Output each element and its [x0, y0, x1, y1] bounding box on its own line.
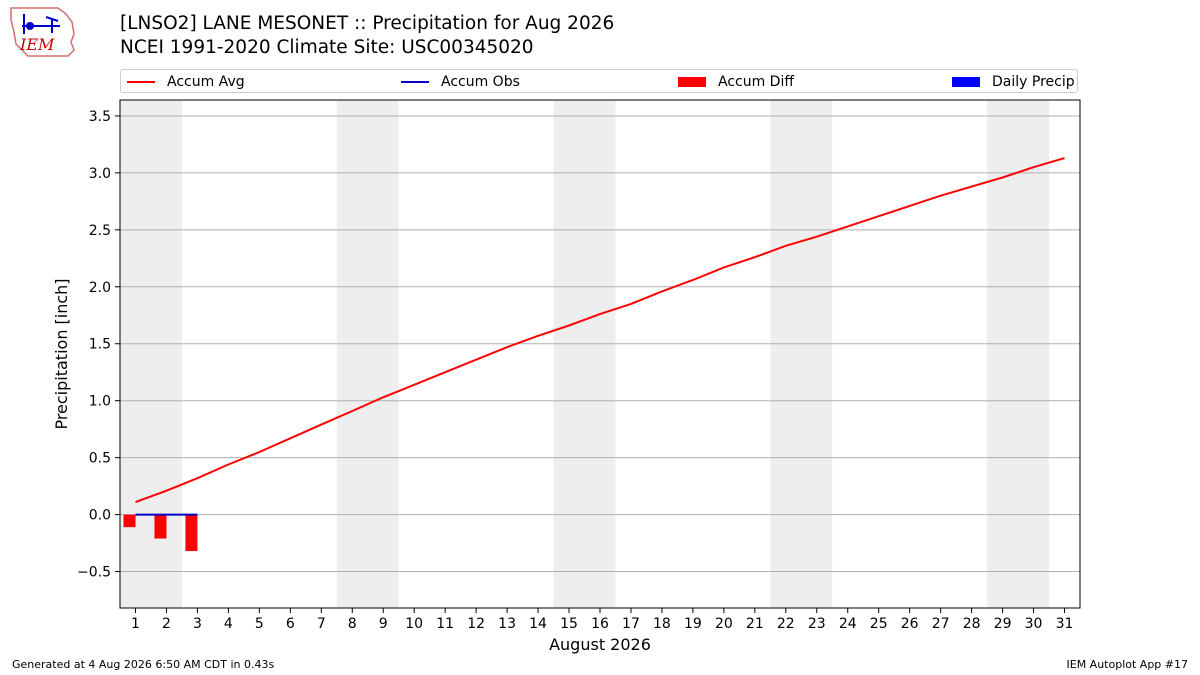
legend-item-accum-diff: Accum Diff [678, 73, 794, 91]
weather-station-icon [22, 14, 60, 34]
x-tick-label: 25 [870, 616, 888, 632]
x-tick-label: 23 [808, 616, 826, 632]
x-tick-label: 6 [286, 616, 295, 632]
y-tick-label: 3.0 [89, 166, 111, 182]
x-tick-label: 10 [405, 616, 423, 632]
x-tick-label: 1 [131, 616, 140, 632]
x-tick-label: 3 [193, 616, 202, 632]
x-tick-label: 30 [1025, 616, 1043, 632]
bar-accum-diff [123, 514, 136, 528]
legend-label: Daily Precip [992, 74, 1075, 90]
legend-swatch [127, 81, 155, 83]
x-tick-label: 8 [348, 616, 357, 632]
x-tick-label: 17 [622, 616, 640, 632]
y-tick-label: 2.0 [89, 280, 111, 296]
legend-swatch [678, 77, 706, 87]
legend: Accum Avg Accum Obs Accum Diff Daily Pre… [120, 69, 1078, 93]
series-line-accum-avg [135, 157, 1065, 504]
chart-subtitle: NCEI 1991-2020 Climate Site: USC00345020 [120, 37, 534, 58]
x-tick-label: 19 [684, 616, 702, 632]
generated-timestamp: Generated at 4 Aug 2026 6:50 AM CDT in 0… [12, 658, 275, 671]
x-tick-label: 20 [715, 616, 733, 632]
x-tick-label: 13 [498, 616, 516, 632]
x-tick-label: 31 [1056, 616, 1074, 632]
x-tick-label: 22 [777, 616, 795, 632]
x-tick-label: 7 [317, 616, 326, 632]
bar-accum-diff [185, 514, 198, 552]
x-tick-label: 15 [560, 616, 578, 632]
weekend-shading [553, 100, 616, 608]
y-tick-label: 1.0 [89, 394, 111, 410]
y-tick-label: 2.5 [89, 223, 111, 239]
legend-item-daily-precip: Daily Precip [952, 73, 1075, 91]
y-tick-label: 0.0 [89, 508, 111, 524]
legend-swatch [401, 81, 429, 83]
y-tick-label: 0.5 [89, 451, 111, 467]
x-tick-label: 14 [529, 616, 547, 632]
bar-accum-diff [154, 514, 167, 539]
x-tick-label: 18 [653, 616, 671, 632]
chart-title: [LNSO2] LANE MESONET :: Precipitation fo… [120, 13, 615, 34]
legend-label: Accum Diff [718, 74, 795, 90]
x-tick-label: 12 [467, 616, 485, 632]
x-tick-label: 28 [963, 616, 981, 632]
legend-label: Accum Avg [167, 74, 245, 90]
x-axis-label: August 2026 [549, 635, 651, 654]
weekend-shading [770, 100, 833, 608]
x-tick-label: 9 [379, 616, 388, 632]
y-tick-label: −0.5 [77, 565, 111, 581]
logo-text: IEM [19, 35, 55, 54]
weekend-shading [987, 100, 1050, 608]
weekend-shading [336, 100, 399, 608]
x-tick-label: 26 [901, 616, 919, 632]
x-tick-label: 24 [839, 616, 857, 632]
x-tick-label: 11 [436, 616, 454, 632]
y-axis-label: Precipitation [inch] [52, 278, 71, 429]
x-tick-label: 21 [746, 616, 764, 632]
y-tick-label: 1.5 [89, 337, 111, 353]
y-tick-label: 3.5 [89, 109, 111, 125]
iem-logo: IEM [10, 7, 75, 57]
x-tick-label: 16 [591, 616, 609, 632]
x-tick-label: 27 [932, 616, 950, 632]
x-tick-label: 2 [162, 616, 171, 632]
legend-item-accum-obs: Accum Obs [401, 73, 520, 91]
legend-label: Accum Obs [441, 74, 520, 90]
legend-swatch [952, 77, 980, 87]
x-tick-label: 5 [255, 616, 264, 632]
x-tick-label: 29 [994, 616, 1012, 632]
app-credit: IEM Autoplot App #17 [1066, 658, 1189, 671]
legend-item-accum-avg: Accum Avg [127, 73, 245, 91]
weekend-shading [120, 100, 182, 608]
x-tick-label: 4 [224, 616, 233, 632]
